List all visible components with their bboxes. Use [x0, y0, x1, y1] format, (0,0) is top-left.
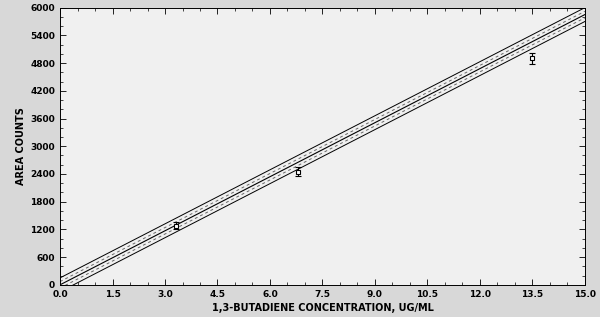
X-axis label: 1,3-BUTADIENE CONCENTRATION, UG/ML: 1,3-BUTADIENE CONCENTRATION, UG/ML — [212, 303, 433, 313]
Y-axis label: AREA COUNTS: AREA COUNTS — [16, 107, 26, 185]
